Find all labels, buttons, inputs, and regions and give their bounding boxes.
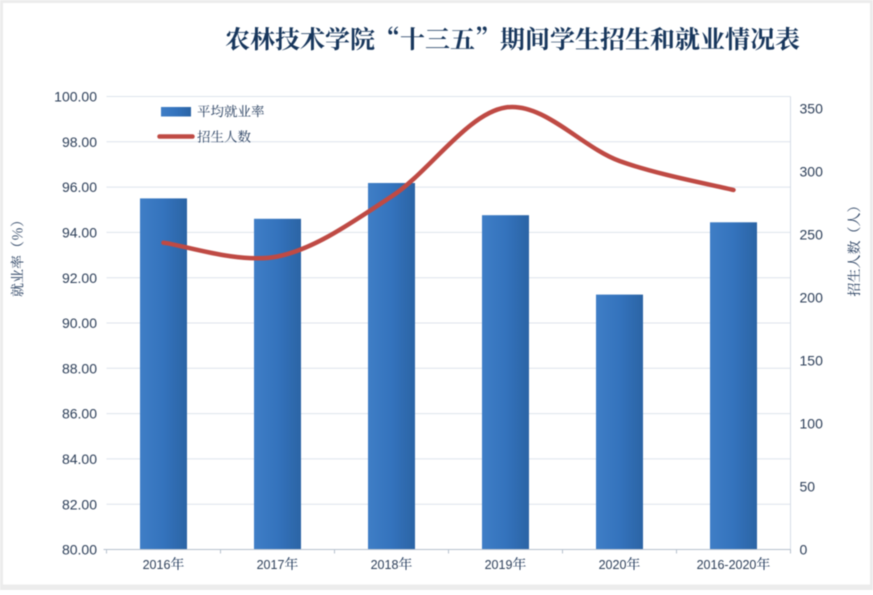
svg-text:0: 0 <box>800 542 808 558</box>
svg-text:88.00: 88.00 <box>62 360 97 376</box>
svg-text:2016: 2016 <box>143 558 171 572</box>
svg-text:350: 350 <box>800 101 824 117</box>
svg-text:2017: 2017 <box>257 558 285 572</box>
svg-text:100: 100 <box>800 416 824 432</box>
svg-text:250: 250 <box>800 227 824 243</box>
svg-text:86.00: 86.00 <box>62 406 97 422</box>
svg-text:2019: 2019 <box>485 558 513 572</box>
svg-text:150: 150 <box>800 353 824 369</box>
svg-text:50: 50 <box>800 479 816 495</box>
svg-text:200: 200 <box>800 290 824 306</box>
svg-text:80.00: 80.00 <box>62 542 97 558</box>
svg-text:94.00: 94.00 <box>62 225 97 241</box>
svg-text:2018: 2018 <box>371 558 399 572</box>
svg-text:82.00: 82.00 <box>62 496 97 512</box>
svg-text:2016-2020: 2016-2020 <box>697 558 757 572</box>
svg-text:98.00: 98.00 <box>62 134 97 150</box>
svg-text:100.00: 100.00 <box>54 89 97 105</box>
svg-text:84.00: 84.00 <box>62 451 97 467</box>
svg-text:300: 300 <box>800 164 824 180</box>
svg-text:2020: 2020 <box>599 558 627 572</box>
svg-text:92.00: 92.00 <box>62 270 97 286</box>
svg-text:90.00: 90.00 <box>62 315 97 331</box>
svg-text:96.00: 96.00 <box>62 179 97 195</box>
